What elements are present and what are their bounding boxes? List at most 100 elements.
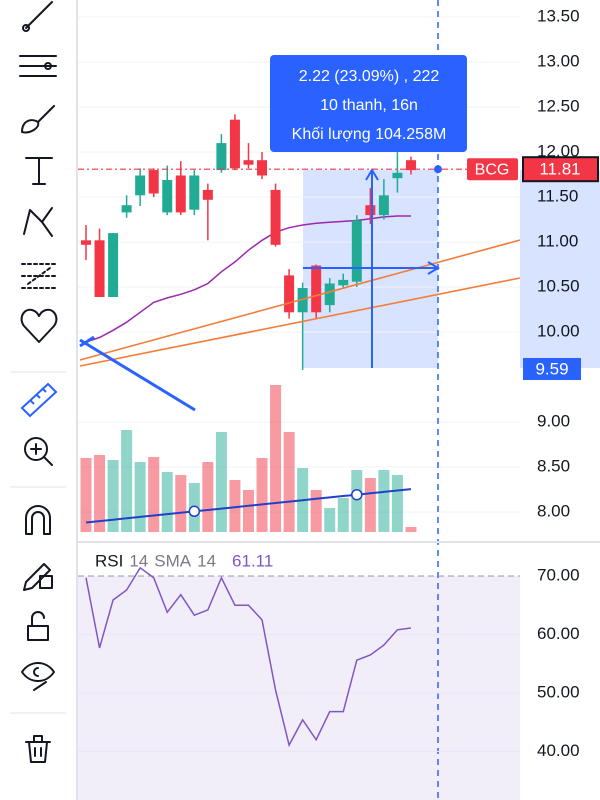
rsi-legend: 14 — [197, 551, 216, 570]
candle-body — [365, 205, 376, 216]
candle-body — [270, 189, 281, 245]
volume-bar — [94, 455, 106, 532]
volume-bar — [202, 462, 214, 532]
delete[interactable] — [25, 735, 51, 763]
volume-bar — [364, 478, 376, 532]
trend-line-tool[interactable] — [25, 1, 53, 29]
rsi-value: 61.11 — [232, 551, 273, 570]
y-tick-label: 70.00 — [537, 565, 580, 584]
volume-bar — [107, 460, 119, 532]
volume-bar — [391, 475, 403, 532]
candle-body — [135, 175, 146, 196]
y-tick-label: 9.00 — [537, 412, 570, 431]
volume-bar — [80, 458, 92, 532]
range-low-label: 9.59 — [535, 359, 568, 378]
crosshair-dot — [434, 165, 442, 174]
candle-body — [392, 172, 403, 179]
volume-ma-handle — [351, 488, 363, 501]
volume-bar — [405, 527, 417, 532]
candle-body — [189, 175, 200, 210]
trend-line — [79, 239, 521, 361]
toolbar — [10, 0, 78, 800]
y-tick-label: 8.00 — [537, 502, 570, 521]
magnet-tool[interactable] — [25, 505, 51, 535]
y-tick-label: 8.50 — [537, 457, 570, 476]
trend-line — [79, 277, 521, 367]
rsi-legend: 14 — [129, 551, 148, 570]
volume-bar — [337, 498, 349, 532]
y-tick-label: 50.00 — [537, 682, 580, 701]
candle-body — [94, 240, 105, 297]
rsi-legend: SMA — [154, 551, 192, 570]
candle-body — [81, 240, 91, 245]
volume-bar — [378, 470, 390, 532]
candle-body — [202, 189, 213, 200]
measure-tooltip — [270, 55, 467, 152]
brush-tool[interactable] — [21, 105, 55, 134]
volume-bar — [256, 458, 268, 532]
range-axis-band — [520, 170, 600, 368]
volume-bar — [310, 490, 322, 532]
y-tick-label: 13.00 — [537, 52, 580, 71]
y-tick-label: 12.00 — [537, 142, 580, 161]
candle-body — [297, 288, 308, 313]
candle-body — [351, 220, 362, 282]
candle-body — [378, 195, 389, 216]
candle-body — [243, 160, 254, 165]
candle-body — [175, 175, 186, 213]
rsi-line — [85, 566, 412, 748]
range-low-tag — [523, 358, 581, 380]
volume-bar — [351, 470, 363, 532]
volume-bar — [229, 480, 241, 532]
tooltip-line: 2.22 (23.09%) , 222 — [299, 68, 440, 85]
symbol-tag — [467, 158, 518, 181]
volume-ma-handle — [188, 505, 201, 518]
y-tick-label: 13.50 — [537, 7, 580, 26]
rsi-legend: RSI — [95, 551, 123, 570]
favorites[interactable] — [20, 308, 58, 343]
volume-bar — [175, 475, 187, 532]
symbol-label: BCG — [475, 161, 510, 178]
zoom-tool[interactable] — [24, 437, 53, 466]
candle-body — [284, 275, 295, 313]
unlock[interactable] — [27, 611, 49, 641]
candle-body — [229, 119, 240, 169]
price-tag-label: 11.81 — [539, 160, 580, 179]
y-tick-label: 40.00 — [537, 741, 580, 760]
tooltip-line: 10 thanh, 16n — [320, 97, 418, 114]
volume-bar — [242, 490, 254, 532]
volume-bar — [215, 432, 227, 532]
candle-body — [311, 265, 322, 313]
prediction-tool[interactable] — [21, 263, 57, 289]
candle-body — [121, 205, 132, 213]
candle-body — [338, 279, 349, 286]
volume-bar — [134, 462, 146, 532]
visibility[interactable] — [21, 662, 55, 691]
volume-bar — [324, 508, 336, 532]
trend-line — [79, 335, 95, 348]
candle-body — [162, 180, 173, 213]
candle-body — [216, 143, 227, 171]
text-tool[interactable] — [25, 157, 53, 185]
candle-body — [257, 160, 268, 176]
fib-tool[interactable] — [19, 55, 57, 77]
candle-body — [324, 283, 335, 306]
price-tag — [522, 156, 599, 183]
volume-bar — [283, 432, 295, 532]
y-tick-label: 12.50 — [537, 97, 580, 116]
ruler-tool[interactable] — [20, 382, 58, 418]
rsi-band — [78, 575, 520, 800]
candle-body — [108, 233, 119, 297]
pattern-tool[interactable] — [23, 207, 53, 237]
candle-body — [405, 160, 416, 171]
y-tick-label: 10.00 — [537, 322, 580, 341]
y-tick-label: 60.00 — [537, 624, 580, 643]
lock-drawing[interactable] — [23, 563, 53, 591]
volume-bar — [161, 472, 173, 532]
tooltip-line: Khối lượng 104.258M — [292, 126, 447, 143]
trend-line — [79, 338, 196, 412]
y-tick-label: 10.50 — [537, 277, 580, 296]
price-pane — [78, 16, 600, 532]
y-tick-label: 11.50 — [537, 187, 578, 206]
